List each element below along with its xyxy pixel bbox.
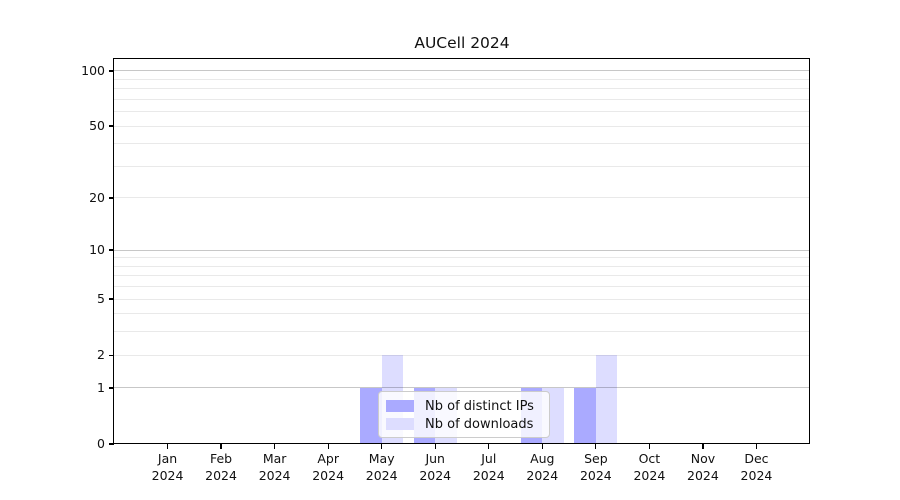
y-tick	[109, 249, 114, 251]
gridline-minor	[114, 286, 810, 288]
y-tick	[109, 197, 114, 199]
x-tick-label: Jan 2024	[151, 451, 184, 483]
legend-item: Nb of downloads	[386, 415, 549, 433]
x-tick-label: Mar 2024	[258, 451, 291, 483]
gridline-minor	[114, 197, 810, 199]
y-tick-label: 2	[97, 347, 105, 363]
plot-frame	[113, 58, 810, 444]
gridline-minor	[114, 298, 810, 300]
legend-swatch-distinct-ips	[386, 400, 414, 412]
x-tick	[648, 444, 651, 449]
gridline-minor	[114, 275, 810, 277]
bar-downloads	[595, 355, 618, 444]
x-tick-label: Jul 2024	[472, 451, 505, 483]
x-tick	[220, 444, 222, 449]
y-tick	[109, 443, 114, 445]
x-tick	[755, 444, 758, 449]
legend-swatch-downloads	[386, 418, 414, 430]
chart-title: AUCell 2024	[414, 34, 510, 52]
x-tick	[166, 444, 169, 449]
legend-label: Nb of downloads	[425, 416, 534, 432]
x-tick-label: Oct 2024	[633, 451, 666, 483]
x-tick-label: Sep 2024	[579, 451, 612, 483]
gridline-minor	[114, 143, 810, 145]
x-tick	[488, 444, 490, 449]
y-tick-label: 0	[97, 436, 105, 451]
gridline-minor	[114, 125, 810, 127]
gridline-minor	[114, 257, 810, 259]
legend-label: Nb of distinct IPs	[425, 398, 534, 414]
x-tick	[327, 444, 329, 449]
legend-item: Nb of distinct IPs	[386, 397, 549, 415]
y-tick	[109, 387, 114, 389]
y-tick-label: 10	[89, 242, 105, 258]
gridline-minor	[114, 354, 810, 356]
x-tick-label: Jun 2024	[419, 451, 452, 483]
gridline-minor	[114, 165, 810, 167]
gridline-minor	[114, 88, 810, 90]
gridline-major	[114, 70, 810, 72]
y-tick-label: 100	[81, 62, 105, 78]
bar-distinct-ips	[360, 387, 382, 444]
x-tick	[595, 444, 597, 449]
gridline-minor	[114, 78, 810, 80]
bar-distinct-ips	[574, 387, 596, 444]
y-tick-label: 50	[89, 118, 105, 134]
x-tick	[434, 444, 436, 449]
x-tick	[273, 444, 276, 449]
y-tick-label: 5	[97, 291, 105, 307]
x-tick	[702, 444, 704, 449]
x-tick	[541, 444, 543, 449]
x-tick-label: Apr 2024	[312, 451, 345, 483]
gridline-minor	[114, 265, 810, 267]
gridline-minor	[114, 98, 810, 100]
gridline-minor	[114, 111, 810, 113]
gridline-major	[114, 387, 810, 389]
y-tick-label: 20	[89, 189, 105, 205]
x-tick-label: Dec 2024	[740, 451, 773, 483]
y-tick	[109, 70, 114, 72]
x-tick-label: Feb 2024	[205, 451, 237, 483]
y-tick	[109, 125, 114, 127]
y-tick	[109, 298, 114, 300]
x-tick-label: May 2024	[365, 451, 398, 483]
x-tick-label: Nov 2024	[687, 451, 719, 483]
x-tick-label: Aug 2024	[526, 451, 559, 483]
y-tick-label: 1	[97, 379, 105, 395]
legend: Nb of distinct IPs Nb of downloads	[378, 391, 550, 438]
x-tick	[381, 444, 383, 449]
y-tick	[109, 354, 114, 356]
gridline-major	[114, 249, 810, 251]
gridline-minor	[114, 331, 810, 333]
gridline-minor	[114, 313, 810, 315]
